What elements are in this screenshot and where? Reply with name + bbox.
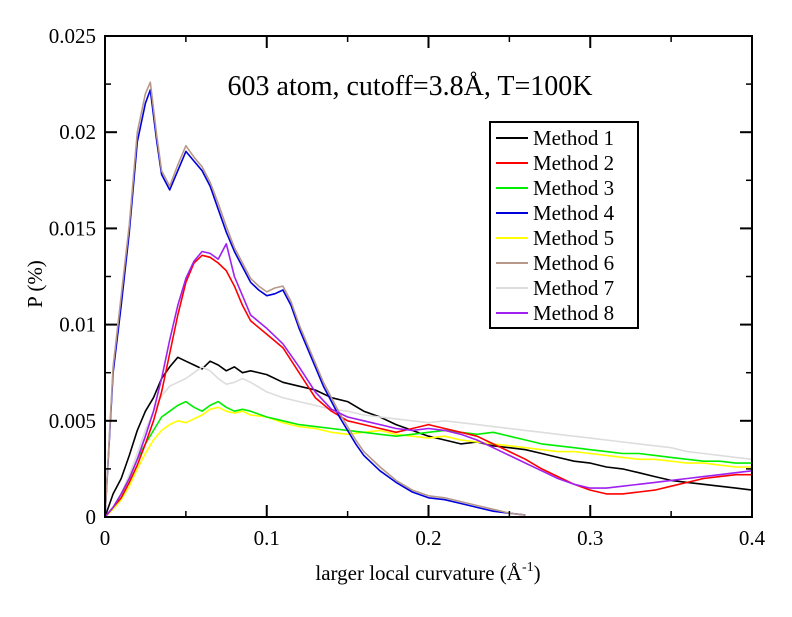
- x-axis-label-close: ): [534, 561, 541, 585]
- series-line-method-5: [104, 406, 752, 518]
- x-axis-label-exponent: -1: [522, 560, 534, 575]
- y-tick-label: 0.015: [49, 216, 96, 240]
- y-tick-label: 0.025: [49, 24, 96, 48]
- x-tick-label: 0.1: [254, 526, 280, 550]
- series-line-method-7: [104, 366, 753, 518]
- tick-layer: 0 0.1 0.2 0.3 0.4 0 0.005 0.01 0.015 0.02 0.025: [49, 24, 766, 550]
- legend-label-method-4: Method 4: [533, 201, 615, 225]
- x-tick-label: 0.4: [739, 526, 766, 550]
- x-tick-label: 0.3: [577, 526, 603, 550]
- series-line-method-8: [104, 243, 753, 518]
- legend-label-method-8: Method 8: [533, 301, 614, 325]
- x-axis-label: larger local curvature (Å-1): [315, 560, 540, 585]
- legend-label-method-2: Method 2: [533, 151, 614, 175]
- series-line-method-3: [104, 400, 752, 518]
- x-axis-label-main: larger local curvature (Å: [315, 561, 522, 585]
- x-tick-label: 0.2: [415, 526, 441, 550]
- series-layer: [104, 81, 753, 518]
- chart-title: 603 atom, cutoff=3.8Å, T=100K: [228, 71, 593, 102]
- legend-label-method-1: Method 1: [533, 126, 614, 150]
- legend-box: [489, 121, 639, 329]
- legend-label-method-3: Method 3: [533, 176, 614, 200]
- series-line-method-1: [104, 356, 753, 518]
- y-tick-label: 0.02: [59, 120, 96, 144]
- y-tick-label: 0.005: [49, 409, 96, 433]
- y-axis-label: P (%): [23, 260, 47, 308]
- y-tick-label: 0: [86, 505, 97, 529]
- legend-label-method-7: Method 7: [533, 276, 614, 300]
- y-tick-label: 0.01: [59, 313, 96, 337]
- series-line-method-2: [104, 254, 752, 518]
- legend-label-method-6: Method 6: [533, 251, 614, 275]
- legend-label-method-5: Method 5: [533, 226, 614, 250]
- x-tick-label: 0: [100, 526, 111, 550]
- series-line-method-6: [104, 81, 526, 518]
